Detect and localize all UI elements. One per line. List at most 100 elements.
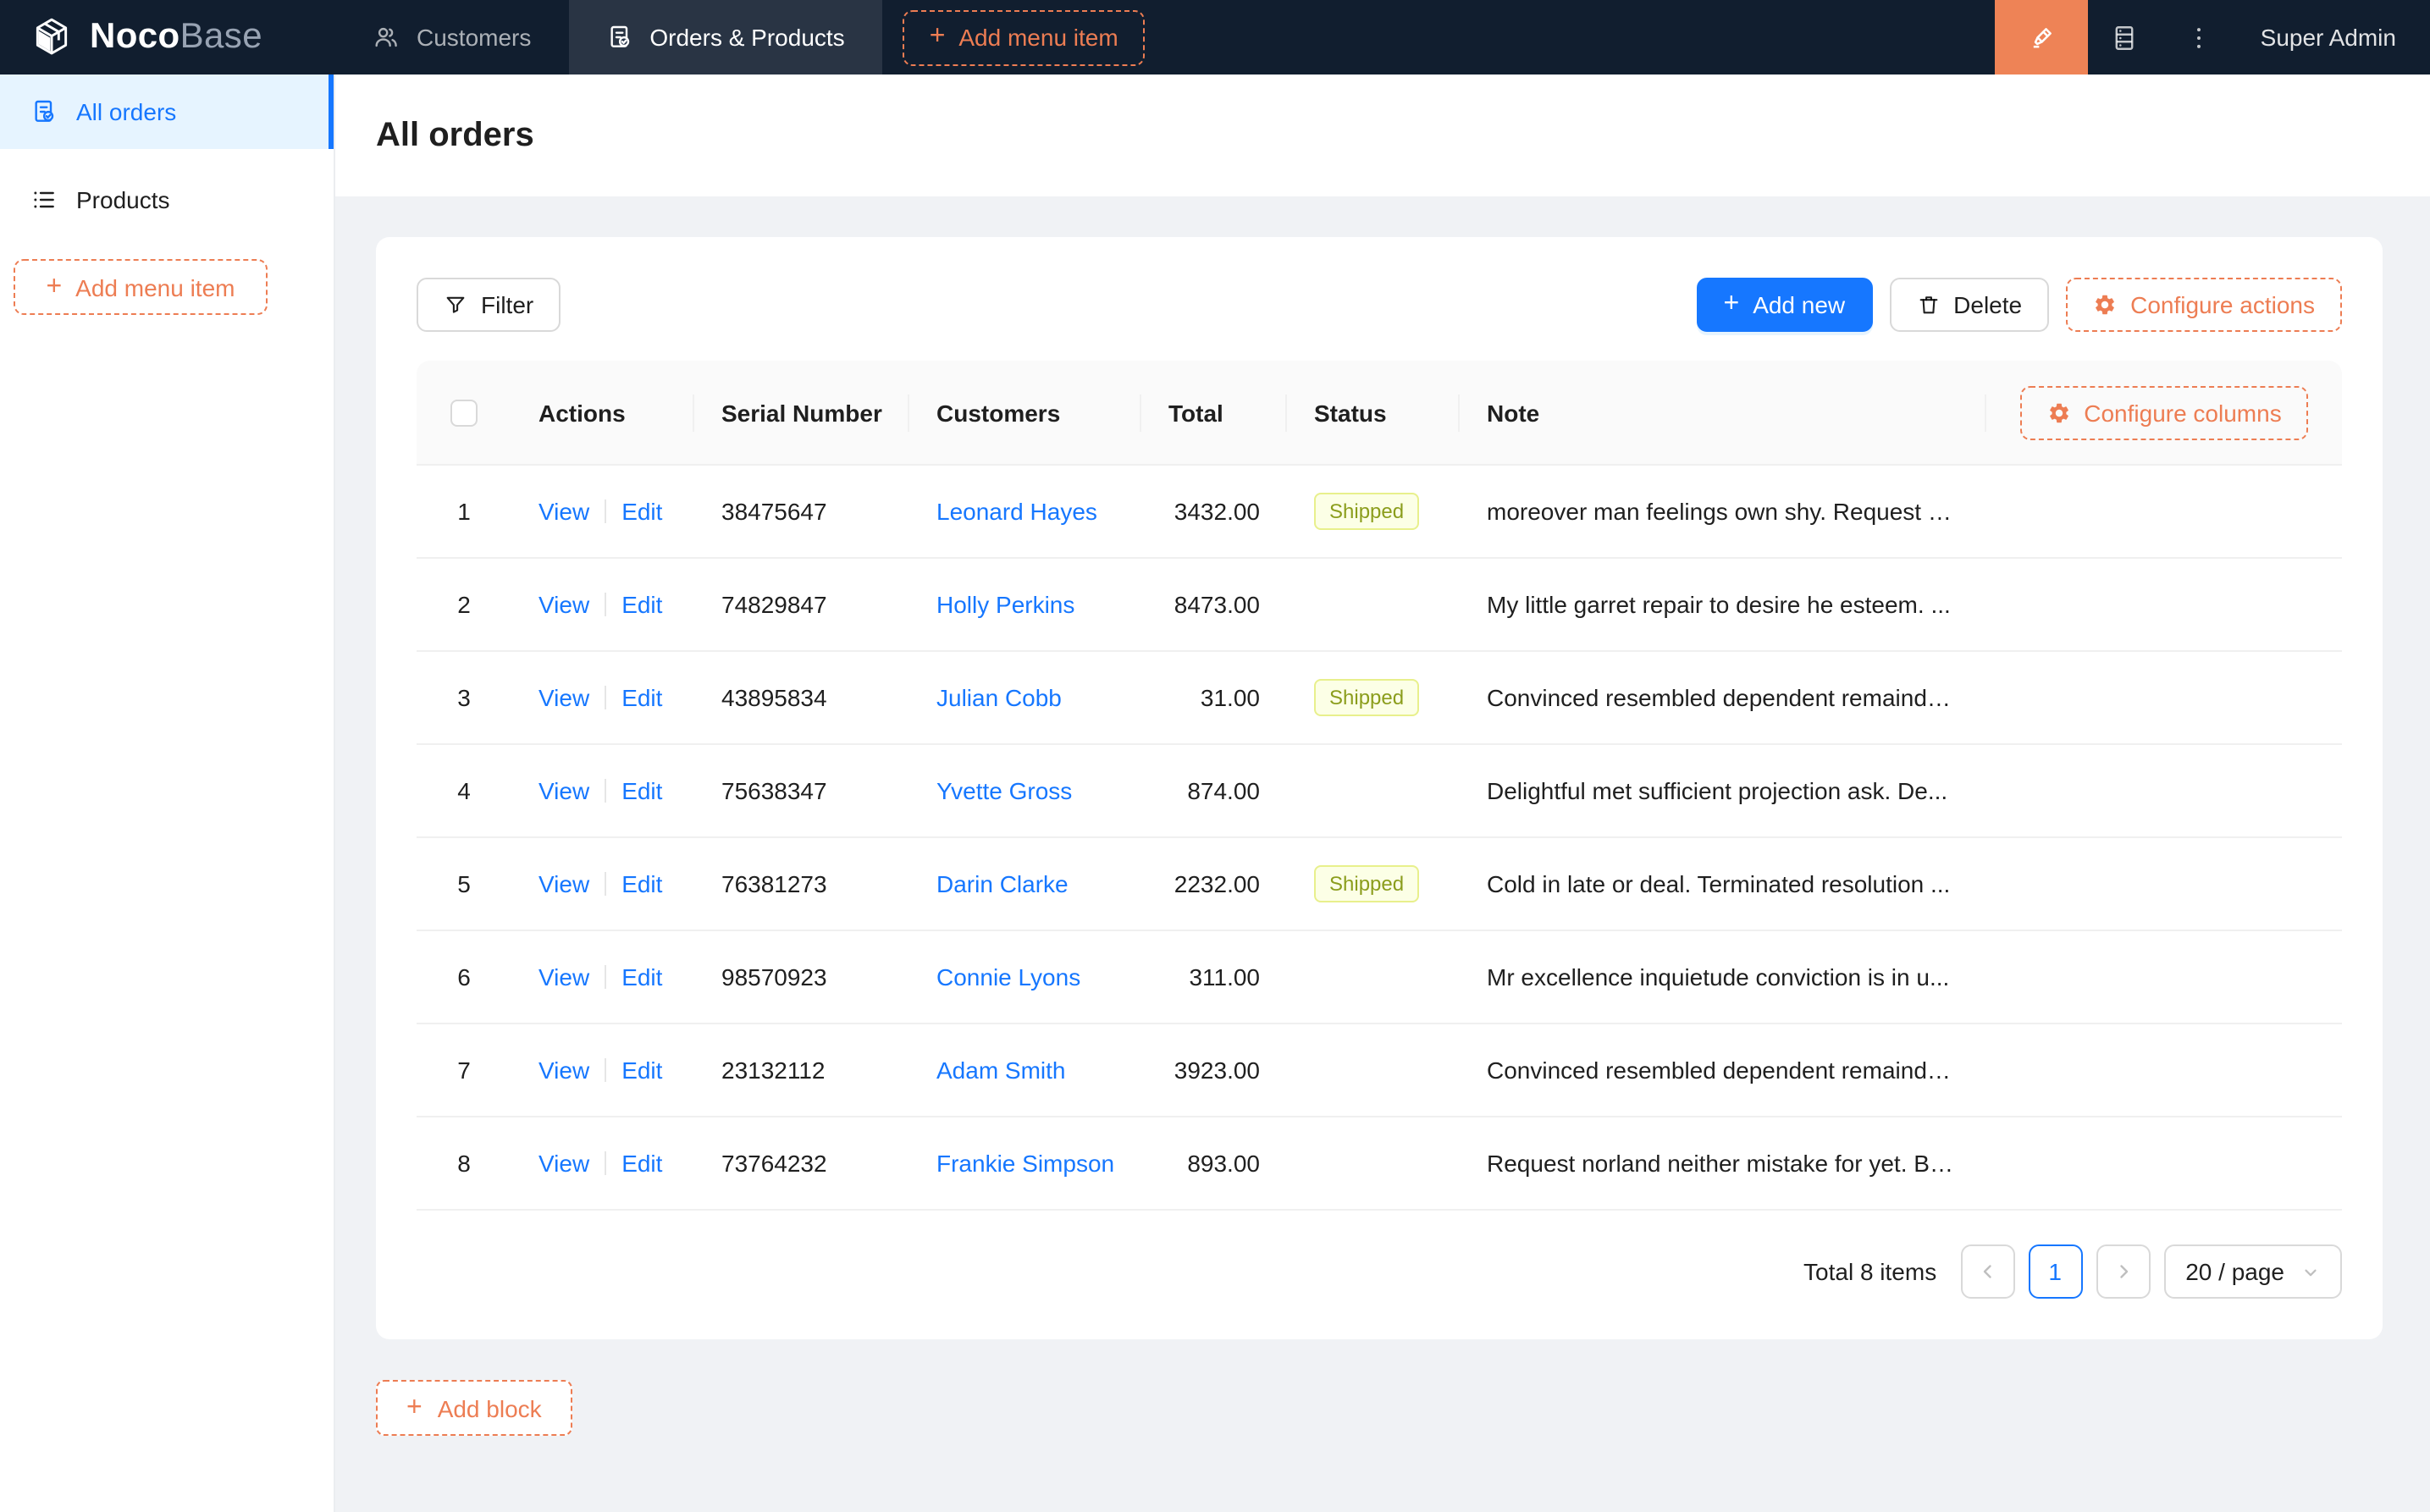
table-body: 1 View Edit 38475647 Leonard Hayes 3432.0… (417, 466, 2342, 1211)
serial-number-cell: 38475647 (721, 498, 827, 525)
more-actions-button[interactable] (2162, 0, 2237, 74)
customer-link[interactable]: Darin Clarke (936, 870, 1069, 897)
ui-editor-button[interactable] (1994, 0, 2088, 74)
pagination-next-button[interactable] (2096, 1244, 2151, 1299)
view-link[interactable]: View (538, 591, 590, 618)
edit-link[interactable]: Edit (621, 777, 663, 804)
row-index: 5 (457, 870, 471, 897)
edit-link[interactable]: Edit (621, 684, 663, 711)
table-row: 8 View Edit 73764232 Frankie Simpson 893.… (417, 1117, 2342, 1211)
row-index: 3 (457, 684, 471, 711)
serial-number-cell: 75638347 (721, 777, 827, 804)
nocobase-logo[interactable]: NocoBase (0, 0, 335, 74)
sidebar-item-label: All orders (76, 98, 177, 125)
plus-icon: + (929, 22, 946, 51)
total-cell: 3432.00 (1174, 498, 1260, 525)
team-icon (375, 27, 397, 47)
note-cell: Convinced resembled dependent remainde..… (1487, 684, 1960, 711)
plus-icon: + (1723, 290, 1740, 318)
chevron-down-icon (2305, 1268, 2317, 1276)
page-size-select[interactable]: 20 / page (2163, 1244, 2342, 1299)
total-cell: 874.00 (1187, 777, 1260, 804)
row-index: 7 (457, 1057, 471, 1084)
actions-divider (605, 872, 607, 896)
edit-link[interactable]: Edit (621, 1057, 663, 1084)
configure-actions-button[interactable]: Configure actions (2066, 278, 2342, 332)
file-done-icon (35, 100, 54, 122)
pagination-total: Total 8 items (1803, 1258, 1937, 1285)
gear-icon (2096, 295, 2114, 315)
edit-link[interactable]: Edit (621, 963, 663, 991)
delete-button[interactable]: Delete (1889, 278, 2050, 332)
sidebar-item-products[interactable]: Products (0, 163, 334, 237)
table-row: 2 View Edit 74829847 Holly Perkins 8473.0… (417, 559, 2342, 652)
tab-label: Customers (417, 24, 532, 51)
table-row: 1 View Edit 38475647 Leonard Hayes 3432.0… (417, 466, 2342, 559)
highlighter-icon (2033, 27, 2052, 47)
customer-link[interactable]: Leonard Hayes (936, 498, 1097, 525)
orders-table-block: Filter + Add new Delete (376, 237, 2383, 1339)
total-cell: 2232.00 (1174, 870, 1260, 897)
ellipsis-vertical-icon (2197, 27, 2201, 47)
total-cell: 8473.00 (1174, 591, 1260, 618)
plugin-manager-button[interactable] (2088, 0, 2162, 74)
table-toolbar: Filter + Add new Delete (417, 278, 2342, 332)
row-index: 1 (457, 498, 471, 525)
filter-icon (446, 296, 465, 313)
unordered-list-icon (34, 191, 54, 208)
add-new-button[interactable]: + Add new (1696, 278, 1873, 332)
edit-link[interactable]: Edit (621, 1150, 663, 1177)
tab-label: Orders & Products (649, 24, 845, 51)
add-block-button[interactable]: + Add block (376, 1380, 572, 1436)
customer-link[interactable]: Adam Smith (936, 1057, 1066, 1084)
note-cell: Mr excellence inquietude conviction is i… (1487, 963, 1950, 991)
edit-link[interactable]: Edit (621, 870, 663, 897)
select-all-checkbox[interactable] (450, 399, 478, 426)
toolbar-actions: + Add new Delete (1696, 278, 2342, 332)
note-cell: Request norland neither mistake for yet.… (1487, 1150, 1963, 1177)
serial-number-cell: 73764232 (721, 1150, 827, 1177)
actions-divider (605, 965, 607, 989)
note-cell: Cold in late or deal. Terminated resolut… (1487, 870, 1951, 897)
actions-divider (605, 593, 607, 616)
page-body: Filter + Add new Delete (335, 196, 2430, 1512)
tab-customers[interactable]: Customers (335, 0, 568, 74)
customer-link[interactable]: Connie Lyons (936, 963, 1081, 991)
customer-link[interactable]: Julian Cobb (936, 684, 1062, 711)
edit-link[interactable]: Edit (621, 591, 663, 618)
edit-link[interactable]: Edit (621, 498, 663, 525)
customer-link[interactable]: Yvette Gross (936, 777, 1073, 804)
view-link[interactable]: View (538, 684, 590, 711)
total-cell: 31.00 (1200, 684, 1260, 711)
view-link[interactable]: View (538, 870, 590, 897)
row-index: 2 (457, 591, 471, 618)
column-header-status: Status (1287, 399, 1460, 426)
pagination-page-1[interactable]: 1 (2028, 1244, 2083, 1299)
customer-link[interactable]: Frankie Simpson (936, 1150, 1115, 1177)
view-link[interactable]: View (538, 1150, 590, 1177)
customer-link[interactable]: Holly Perkins (936, 591, 1075, 618)
total-cell: 893.00 (1187, 1150, 1260, 1177)
note-cell: Convinced resembled dependent remainde..… (1487, 1057, 1960, 1084)
user-menu[interactable]: Super Admin (2260, 24, 2396, 51)
pagination-prev-button[interactable] (1960, 1244, 2015, 1299)
column-header-note: Note (1460, 399, 1986, 426)
column-header-customers: Customers (909, 399, 1141, 426)
add-menu-item-button-top[interactable]: + Add menu item (902, 9, 1146, 65)
add-menu-item-button-sidebar[interactable]: + Add menu item (14, 259, 268, 315)
plus-icon: + (46, 272, 63, 301)
filter-button[interactable]: Filter (417, 278, 561, 332)
table-row: 4 View Edit 75638347 Yvette Gross 874.00 … (417, 745, 2342, 838)
configure-columns-button[interactable]: Configure columns (2019, 385, 2309, 439)
total-cell: 3923.00 (1174, 1057, 1260, 1084)
view-link[interactable]: View (538, 1057, 590, 1084)
view-link[interactable]: View (538, 963, 590, 991)
view-link[interactable]: View (538, 498, 590, 525)
tab-orders-products[interactable]: Orders & Products (568, 0, 882, 74)
view-link[interactable]: View (538, 777, 590, 804)
actions-divider (605, 499, 607, 523)
sidebar-item-all-orders[interactable]: All orders (0, 74, 334, 149)
row-index: 6 (457, 963, 471, 991)
nocobase-logo-icon (36, 17, 68, 54)
